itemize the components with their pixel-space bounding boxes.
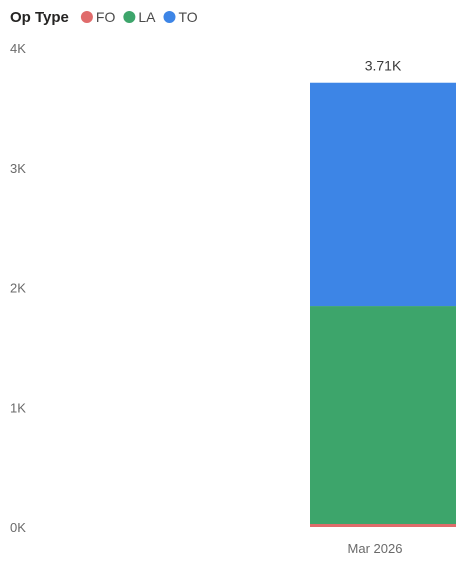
- y-tick-label: 3K: [10, 161, 26, 176]
- plot-area: 3.71K: [310, 58, 456, 527]
- legend-label-fo: FO: [96, 9, 116, 25]
- legend: Op Type FO LA TO: [10, 9, 198, 26]
- x-axis: Mar 2026: [348, 541, 403, 556]
- legend-marker-la: [123, 11, 136, 23]
- bar-segment-la[interactable]: [310, 306, 456, 525]
- total-data-label: 3.71K: [365, 58, 402, 74]
- legend-marker-to: [163, 11, 176, 23]
- legend-label-to: TO: [178, 9, 197, 25]
- y-tick-label: 2K: [10, 281, 26, 296]
- y-tick-label: 4K: [10, 41, 26, 56]
- bar-segment-fo[interactable]: [310, 524, 456, 527]
- y-axis: 0K 1K 2K 3K 4K: [10, 41, 26, 535]
- legend-title: Op Type: [10, 9, 69, 26]
- x-tick-label: Mar 2026: [348, 541, 403, 556]
- y-tick-label: 1K: [10, 400, 26, 415]
- legend-marker-fo: [80, 11, 93, 23]
- y-tick-label: 0K: [10, 520, 26, 535]
- bar-segment-to[interactable]: [310, 82, 456, 307]
- legend-label-la: LA: [138, 9, 156, 25]
